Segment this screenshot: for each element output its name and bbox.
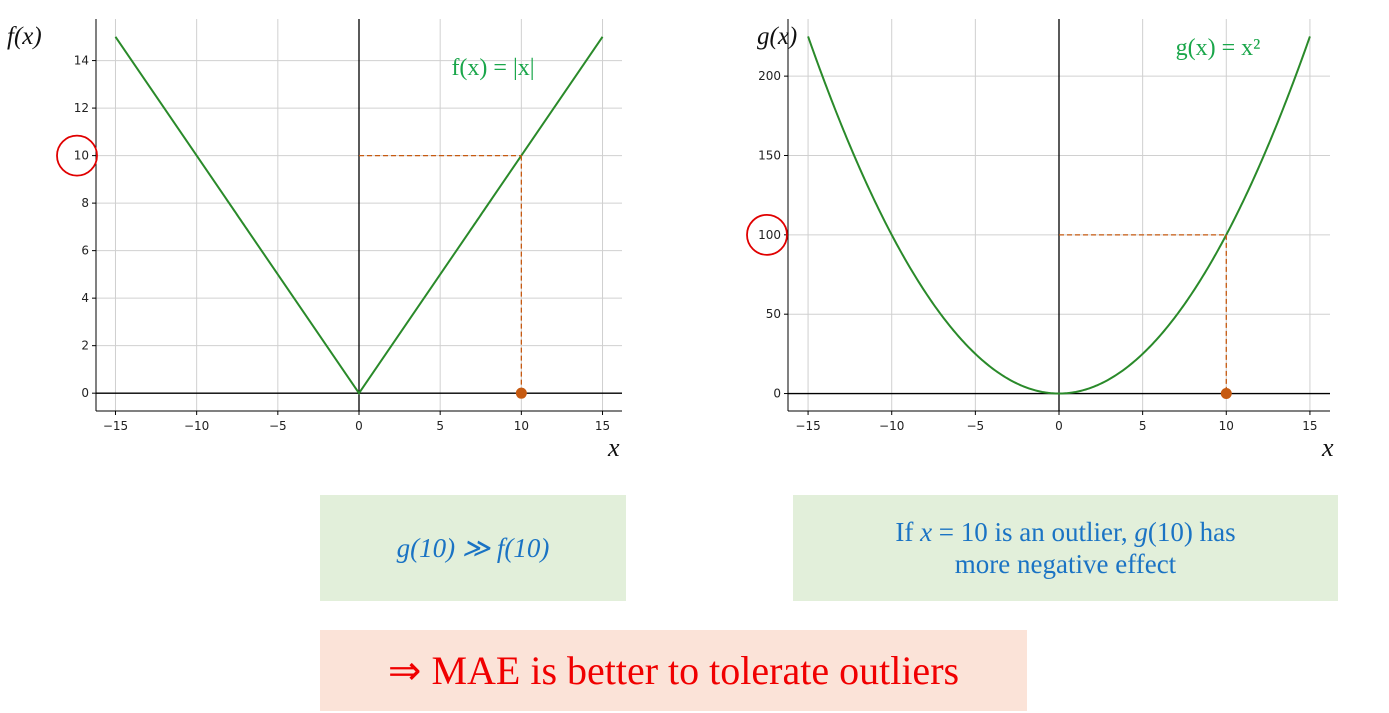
outlier-note-line2: more negative effect [954, 549, 1177, 579]
equation-label: g(x) = x² [1176, 35, 1261, 61]
outlier-note: If x = 10 is an outlier, g(10) has more … [793, 495, 1338, 601]
x-tick-label: 10 [1219, 419, 1234, 433]
x-tick-label: 15 [1302, 419, 1317, 433]
y-tick-label: 8 [81, 196, 89, 210]
y-tick-label: 0 [773, 387, 781, 401]
comparison-text: g(10) ≫ f(10) [396, 533, 550, 563]
y-axis-label: f(x) [7, 23, 42, 50]
y-tick-label: 150 [758, 148, 781, 162]
y-tick-label: 12 [74, 101, 89, 115]
y-tick-label: 6 [81, 244, 89, 258]
x-tick-label: 5 [1139, 419, 1147, 433]
x-tick-label: −5 [967, 419, 985, 433]
x-axis-label: x [1321, 433, 1334, 462]
circled-tick-highlight [746, 213, 788, 256]
highlight-point [515, 387, 527, 399]
equation-label: f(x) = |x| [451, 55, 534, 81]
x-tick-label: −10 [184, 419, 209, 433]
x-axis-label: x [607, 433, 620, 462]
y-tick-label: 14 [74, 54, 89, 68]
comparison-note: g(10) ≫ f(10) [320, 495, 626, 601]
y-axis-label: g(x) [757, 23, 797, 50]
x-tick-label: 0 [1055, 419, 1063, 433]
y-tick-label: 50 [766, 307, 781, 321]
x-tick-label: 5 [436, 419, 444, 433]
conclusion-note: ⇒ MAE is better to tolerate outliers [320, 630, 1027, 711]
x-tick-label: 0 [355, 419, 363, 433]
y-tick-label: 4 [81, 291, 89, 305]
x-tick-label: −15 [795, 419, 820, 433]
x-tick-label: −15 [103, 419, 128, 433]
highlight-point [1220, 388, 1232, 400]
x-tick-label: −10 [879, 419, 904, 433]
y-tick-label: 100 [758, 228, 781, 242]
y-tick-label: 200 [758, 69, 781, 83]
outlier-note-line1: If x = 10 is an outlier, g(10) has [895, 517, 1236, 547]
x-tick-label: 15 [595, 419, 610, 433]
x-tick-label: 10 [514, 419, 529, 433]
conclusion-text: ⇒ MAE is better to tolerate outliers [387, 648, 960, 693]
x-tick-label: −5 [269, 419, 287, 433]
y-tick-label: 10 [74, 149, 89, 163]
circled-tick-highlight [56, 134, 98, 177]
y-tick-label: 2 [81, 339, 89, 353]
y-tick-label: 0 [81, 386, 89, 400]
